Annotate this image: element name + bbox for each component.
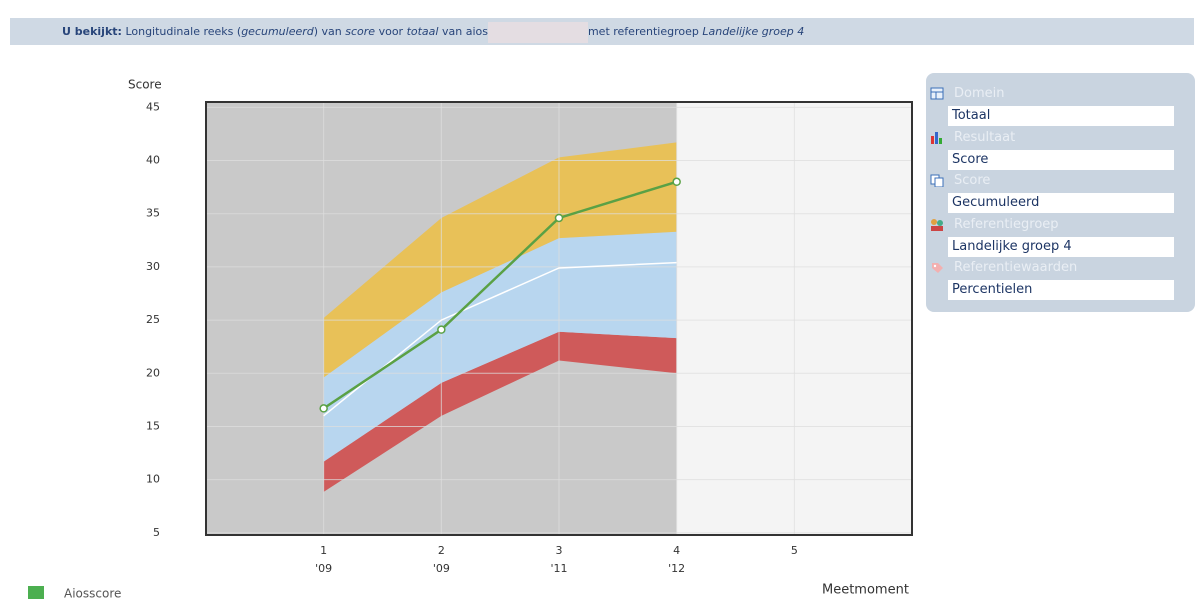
panel-label: Referentiegroep [954, 217, 1059, 232]
percentile-band [323, 142, 677, 378]
score-line [322, 180, 678, 410]
header-text: van aios [438, 25, 488, 38]
y-tick-label: 20 [146, 366, 160, 379]
panel-value[interactable]: Score [948, 150, 1174, 170]
x-tick-label: 2 [438, 544, 445, 557]
y-tick-label: 10 [146, 473, 160, 486]
header-text: met referentiegroep [587, 25, 703, 38]
header-text: score [345, 25, 376, 38]
panel-value[interactable]: Percentielen [948, 280, 1174, 300]
y-tick-label: 30 [146, 260, 160, 273]
x-tick-label: 5 [791, 544, 798, 557]
y-axis-label: Score [128, 78, 162, 92]
x-tick-label: 1 [320, 544, 327, 557]
panel-value[interactable]: Totaal [948, 106, 1174, 126]
x-tick-label: 3 [556, 544, 563, 557]
percentile-band [323, 331, 677, 492]
icon-group [931, 219, 943, 231]
y-tick-label: 40 [146, 154, 160, 167]
y-tick-label: 45 [146, 100, 160, 113]
score-point [319, 404, 328, 413]
y-tick-label: 5 [153, 526, 160, 539]
icon-tag [932, 263, 943, 273]
settings-panel: Domein Totaal Resultaat Score Score Gecu… [926, 73, 1195, 312]
score-point [672, 177, 681, 187]
x-tick-sublabel: '09 [433, 562, 450, 575]
header-text: ) van [313, 25, 346, 38]
header-text: Landelijke groep 4 [702, 25, 805, 38]
panel-label: Domein [954, 86, 1005, 101]
panel-value[interactable]: Gecumuleerd [948, 193, 1174, 213]
panel-value[interactable]: Landelijke groep 4 [948, 237, 1174, 257]
x-tick-sublabel: '09 [315, 562, 332, 575]
y-tick-label: 25 [146, 313, 160, 326]
y-tick-label: 35 [146, 207, 160, 220]
header-text: totaal [406, 25, 439, 38]
header-label: U bekijkt: [62, 25, 122, 38]
panel-label: Score [954, 173, 991, 188]
x-tick-sublabel: '11 [550, 562, 567, 575]
score-point [554, 213, 564, 223]
x-tick-label: 4 [673, 544, 680, 557]
icon-result [931, 132, 942, 144]
percentile-band [323, 231, 677, 462]
x-tick-sublabel: '12 [668, 562, 685, 575]
plot-border [205, 101, 913, 536]
legend-swatch [28, 586, 44, 599]
panel-label: Referentiewaarden [954, 260, 1078, 275]
panel-label: Resultaat [954, 130, 1016, 145]
y-tick-label: 15 [146, 419, 160, 432]
icon-score [930, 174, 944, 187]
header-text: gecumuleerd [241, 25, 314, 38]
x-axis-label: Meetmoment [822, 583, 909, 598]
header-bar: U bekijkt: Longitudinale reeks (gecumule… [10, 18, 1194, 45]
legend-label: Aiosscore [64, 587, 121, 599]
header-text: Longitudinale reeks ( [125, 25, 242, 38]
header-text: voor [375, 25, 407, 38]
icon-domain [930, 87, 944, 100]
score-point [437, 325, 446, 334]
redacted-name [487, 21, 588, 43]
